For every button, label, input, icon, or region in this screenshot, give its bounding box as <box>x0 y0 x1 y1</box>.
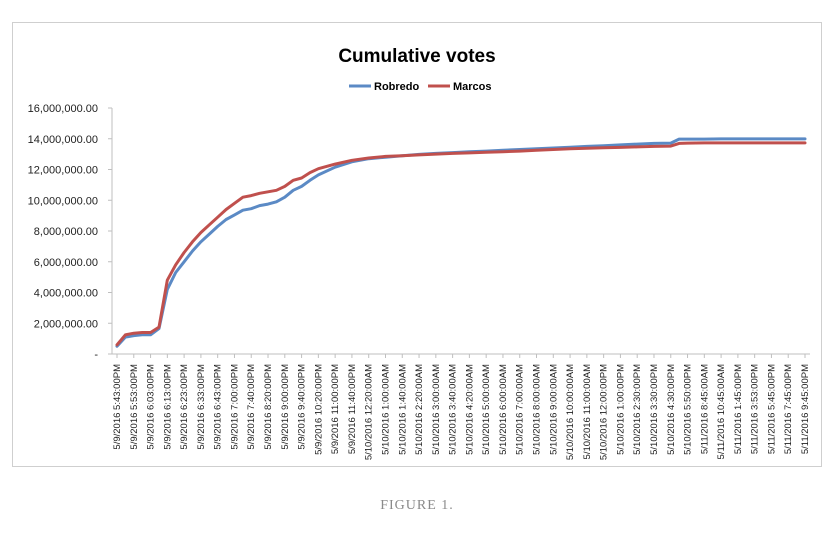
chart-title: Cumulative votes <box>338 46 495 67</box>
y-tick-label: - <box>94 349 98 361</box>
x-tick-label: 5/10/2016 1:00:00PM <box>615 364 626 455</box>
x-tick-label: 5/10/2016 11:00:00AM <box>582 364 593 460</box>
x-tick-label: 5/11/2016 9:45:00PM <box>800 364 811 454</box>
x-tick-label: 5/9/2016 10:20:00PM <box>313 364 324 455</box>
x-tick-label: 5/10/2016 12:20:00AM <box>364 364 375 460</box>
x-tick-label: 5/11/2016 3:53:00PM <box>750 364 761 454</box>
x-tick-label: 5/10/2016 2:20:00AM <box>414 364 425 455</box>
x-tick-label: 5/9/2016 11:00:00PM <box>330 364 341 454</box>
x-axis: 5/9/2016 5:43:00PM 5/9/2016 5:53:00PM 5/9/… <box>112 353 811 460</box>
x-tick-label: 5/10/2016 5:00:00AM <box>481 364 492 455</box>
x-tick-label: 5/9/2016 6:43:00PM <box>213 364 224 450</box>
y-tick-label: 14,000,000.00 <box>28 134 98 146</box>
x-tick-label: 5/11/2016 10:45:00AM <box>716 364 727 460</box>
x-tick-label: 5/11/2016 7:45:00PM <box>783 364 794 454</box>
x-tick-label: 5/9/2016 5:53:00PM <box>129 364 140 450</box>
figure-caption: FIGURE 1. <box>380 498 454 513</box>
x-tick-label: 5/10/2016 3:30:00PM <box>649 364 660 455</box>
chart-frame <box>12 22 822 467</box>
y-tick-label: 4,000,000.00 <box>34 288 98 300</box>
x-tick-label: 5/11/2016 5:45:00PM <box>766 364 777 454</box>
legend-label-robredo: Robredo <box>374 81 420 93</box>
y-axis: - 2,000,000.00 4,000,000.00 6,000,000.00 8,0… <box>28 103 113 361</box>
x-tick-label: 5/9/2016 6:13:00PM <box>162 364 173 450</box>
series-line-marcos <box>115 141 807 347</box>
x-tick-label: 5/9/2016 5:43:00PM <box>112 364 123 450</box>
x-tick-label: 5/10/2016 5:50:00PM <box>683 364 694 455</box>
x-tick-label: 5/11/2016 1:45:00PM <box>733 364 744 454</box>
x-tick-label: 5/11/2016 8:45:00AM <box>699 364 710 454</box>
y-tick-label: 10,000,000.00 <box>28 195 98 207</box>
x-tick-label: 5/10/2016 7:00:00AM <box>515 364 526 455</box>
x-tick-label: 5/10/2016 2:30:00PM <box>632 364 643 455</box>
series-line-robredo <box>115 137 807 348</box>
x-tick-label: 5/10/2016 1:00:00AM <box>380 364 391 455</box>
x-tick-label: 5/10/2016 4:20:00AM <box>464 364 475 455</box>
x-tick-label: 5/9/2016 11:40:00PM <box>347 364 358 454</box>
x-tick-label: 5/9/2016 9:00:00PM <box>280 364 291 450</box>
x-tick-label: 5/10/2016 6:00:00AM <box>498 364 509 455</box>
y-tick-label: 12,000,000.00 <box>28 165 98 177</box>
x-tick-label: 5/9/2016 6:33:00PM <box>196 364 207 450</box>
x-tick-label: 5/10/2016 4:30:00PM <box>666 364 677 455</box>
x-tick-label: 5/9/2016 6:23:00PM <box>179 364 190 450</box>
x-tick-label: 5/9/2016 8:20:00PM <box>263 364 274 450</box>
x-tick-label: 5/9/2016 9:40:00PM <box>297 364 308 450</box>
x-tick-label: 5/9/2016 7:00:00PM <box>229 364 240 450</box>
series-layer <box>115 137 807 348</box>
legend: Robredo Marcos <box>349 81 492 93</box>
x-tick-label: 5/10/2016 1:40:00AM <box>397 364 408 455</box>
x-tick-label: 5/10/2016 12:00:00PM <box>599 364 610 460</box>
x-tick-label: 5/10/2016 10:00:00AM <box>565 364 576 460</box>
x-tick-label: 5/10/2016 8:00:00AM <box>532 364 543 455</box>
x-tick-label: 5/10/2016 3:40:00AM <box>448 364 459 455</box>
y-tick-label: 2,000,000.00 <box>34 318 98 330</box>
x-tick-label: 5/9/2016 6:03:00PM <box>146 364 157 450</box>
legend-label-marcos: Marcos <box>453 81 492 93</box>
y-tick-label: 8,000,000.00 <box>34 226 98 238</box>
x-tick-label: 5/9/2016 7:40:00PM <box>246 364 257 450</box>
x-tick-label: 5/10/2016 3:00:00AM <box>431 364 442 455</box>
y-tick-label: 16,000,000.00 <box>28 103 98 115</box>
y-tick-label: 6,000,000.00 <box>34 257 98 269</box>
x-tick-label: 5/10/2016 9:00:00AM <box>548 364 559 455</box>
